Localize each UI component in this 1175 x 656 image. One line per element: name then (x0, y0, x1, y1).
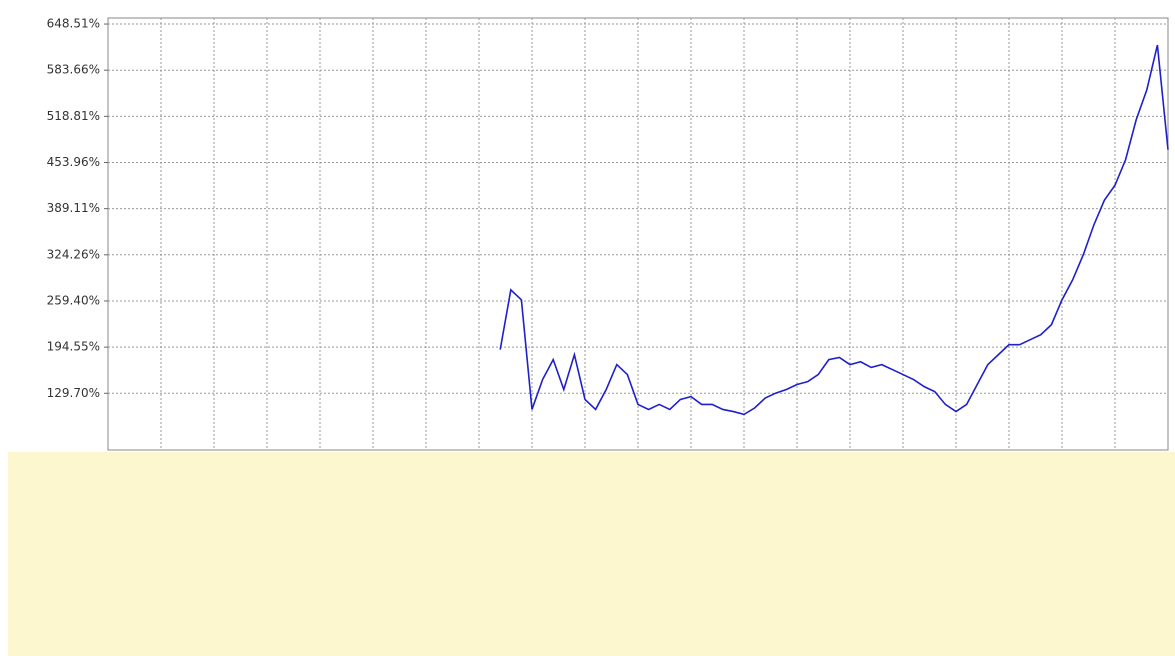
lower-panel (8, 452, 1175, 656)
y-tick-label: 453.96% (47, 155, 100, 169)
y-tick-label: 129.70% (47, 386, 100, 400)
chart: 648.51% 583.66% 518.81% 453.96% 389.11% 324.2… (0, 0, 1175, 656)
y-tick-label: 518.81% (47, 109, 100, 123)
y-tick-label: 389.11% (47, 201, 100, 215)
y-tick-label: 259.40% (47, 293, 100, 307)
y-tick-label: 194.55% (47, 340, 100, 354)
y-tick-label: 324.26% (47, 247, 100, 261)
y-tick-label: 648.51% (47, 17, 100, 31)
y-tick-label: 583.66% (47, 63, 100, 77)
